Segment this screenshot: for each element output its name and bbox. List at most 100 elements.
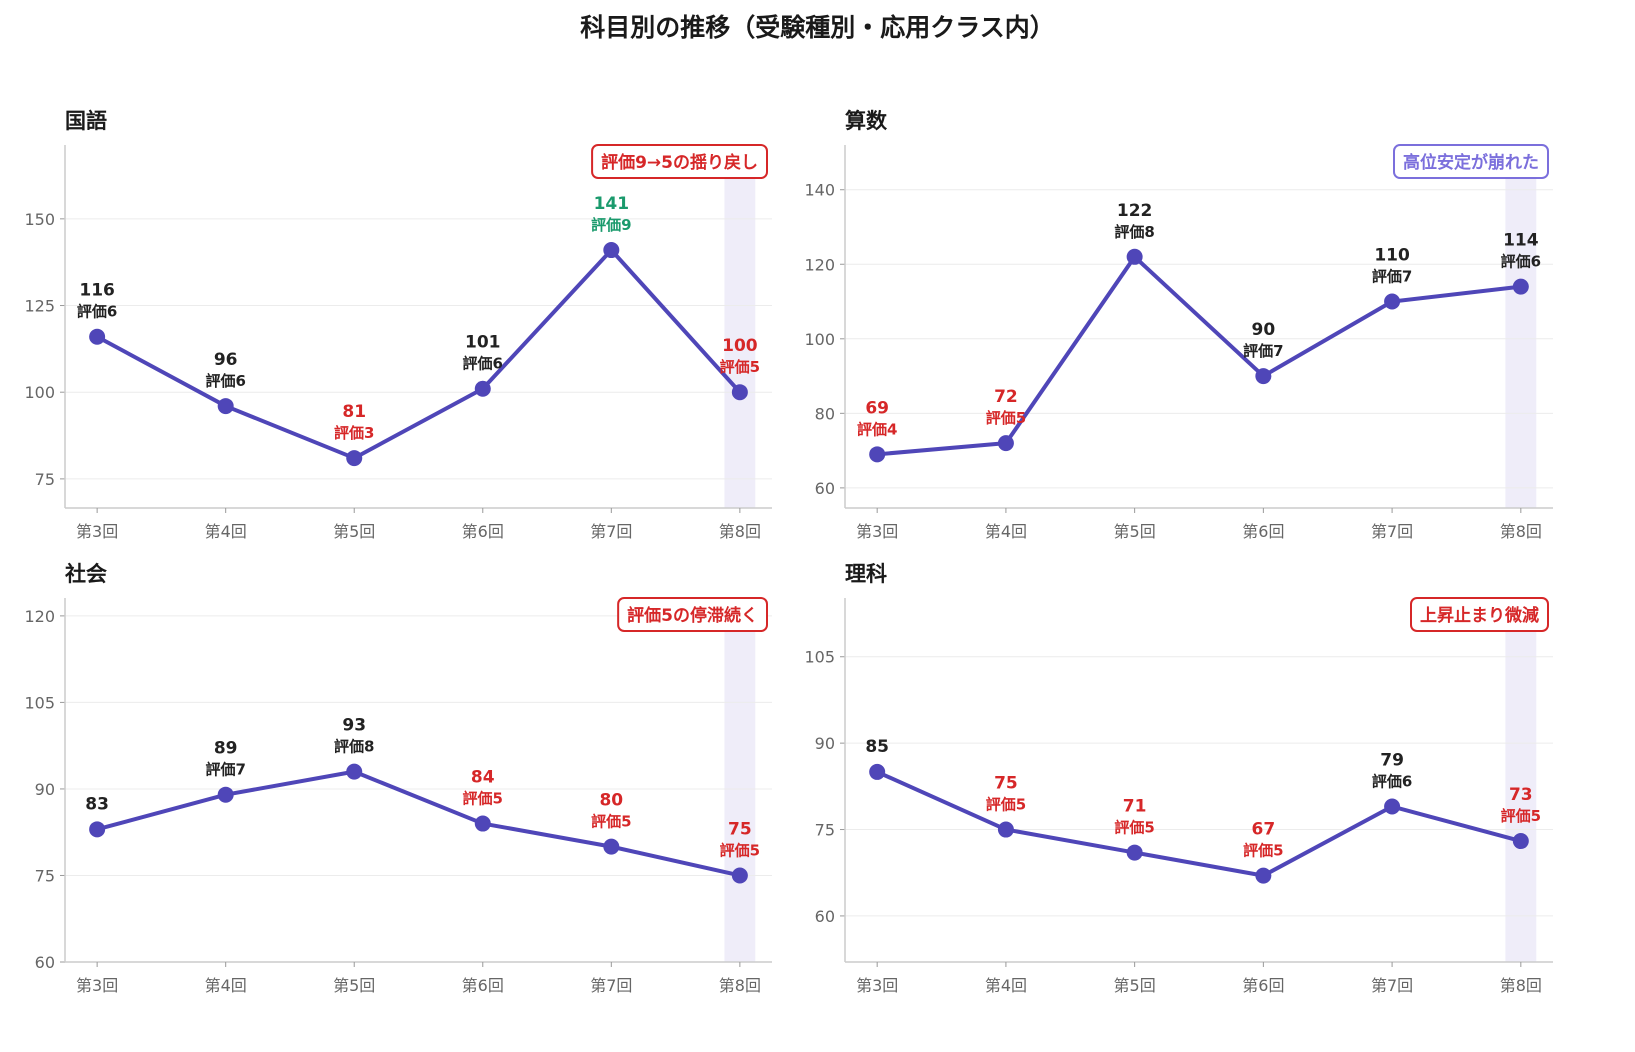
data-point <box>474 815 491 832</box>
y-tick-label: 75 <box>35 470 55 489</box>
data-point <box>217 786 234 803</box>
x-tick-label: 第8回 <box>719 976 761 995</box>
x-tick-label: 第6回 <box>1242 976 1284 995</box>
data-point <box>346 450 363 467</box>
subplot-title: 理科 <box>845 562 887 586</box>
value-label: 100 <box>722 336 758 356</box>
y-tick-label: 75 <box>35 866 55 885</box>
annotation-box <box>1393 144 1549 179</box>
x-tick-label: 第4回 <box>985 976 1027 995</box>
data-point <box>1255 867 1272 884</box>
y-tick-label: 140 <box>804 181 835 200</box>
highlight-band <box>724 175 756 508</box>
rating-label: 評価7 <box>1372 268 1412 286</box>
data-point <box>89 328 106 345</box>
data-point <box>731 867 748 884</box>
data-point <box>217 398 234 415</box>
annotation-text: 高位安定が崩れた <box>1403 152 1539 173</box>
y-tick-label: 90 <box>35 780 55 799</box>
x-tick-label: 第4回 <box>985 522 1027 541</box>
rating-label: 評価3 <box>334 424 374 442</box>
value-label: 79 <box>1380 750 1404 770</box>
rating-label: 評価8 <box>334 738 374 756</box>
value-label: 101 <box>465 333 501 353</box>
value-label: 141 <box>594 194 630 214</box>
rating-label: 評価8 <box>1114 223 1154 241</box>
x-tick-label: 第3回 <box>76 522 118 541</box>
y-tick-label: 60 <box>815 479 835 498</box>
value-label: 83 <box>85 794 109 814</box>
x-tick-label: 第8回 <box>1500 976 1542 995</box>
data-point <box>1512 833 1529 850</box>
x-tick-label: 第5回 <box>1114 522 1156 541</box>
subplot-3: 社会 60 75 90 105 120 第3回 第4回 第5回 第6回 第7回 第8回 83 89 評価7 9… <box>24 562 772 995</box>
rating-label: 評価5 <box>720 841 760 859</box>
value-label: 72 <box>994 387 1018 407</box>
data-point <box>603 242 620 259</box>
data-point <box>1126 248 1143 265</box>
value-label: 81 <box>342 402 366 422</box>
series-line <box>96 769 741 878</box>
rating-label: 評価5 <box>1501 807 1541 825</box>
data-point <box>1384 293 1401 310</box>
annotation-text: 評価9→5の揺り戻し <box>601 152 758 173</box>
x-tick-label: 第3回 <box>856 522 898 541</box>
value-label: 85 <box>865 737 889 757</box>
rating-label: 評価4 <box>857 420 897 438</box>
rating-label: 評価6 <box>463 355 503 373</box>
value-label: 114 <box>1503 231 1539 251</box>
rating-label: 評価5 <box>463 790 503 808</box>
value-label: 110 <box>1374 246 1410 266</box>
value-label: 73 <box>1509 785 1533 805</box>
subplot-title: 算数 <box>845 109 888 133</box>
rating-label: 評価6 <box>77 303 117 321</box>
data-point <box>603 838 620 855</box>
series-line <box>876 770 1522 878</box>
highlight-band <box>1505 628 1537 962</box>
x-tick-label: 第4回 <box>205 976 247 995</box>
annotation-text: 評価5の停滞続く <box>627 605 758 626</box>
annotation-text: 上昇止まり微減 <box>1420 605 1539 626</box>
y-tick-label: 90 <box>815 734 835 753</box>
data-point <box>731 384 748 401</box>
highlight-band <box>724 628 756 962</box>
x-tick-label: 第3回 <box>76 976 118 995</box>
value-label: 116 <box>79 281 115 301</box>
data-point <box>1126 844 1143 861</box>
subplot-title: 社会 <box>64 562 107 586</box>
y-tick-label: 105 <box>804 648 835 667</box>
value-label: 90 <box>1252 320 1276 340</box>
x-tick-label: 第6回 <box>462 522 504 541</box>
value-label: 67 <box>1252 820 1276 840</box>
highlight-band <box>1505 175 1537 508</box>
data-point <box>997 435 1014 452</box>
value-label: 80 <box>599 791 623 811</box>
data-point <box>1384 798 1401 815</box>
x-tick-label: 第3回 <box>856 976 898 995</box>
y-tick-label: 75 <box>815 821 835 840</box>
value-label: 96 <box>214 350 238 370</box>
rating-label: 評価5 <box>986 409 1026 427</box>
y-tick-label: 60 <box>35 953 55 972</box>
annotation-box <box>1410 597 1549 632</box>
value-label: 69 <box>865 398 889 418</box>
data-point <box>869 763 886 780</box>
annotation-box <box>617 597 768 632</box>
x-tick-label: 第5回 <box>1114 976 1156 995</box>
value-label: 122 <box>1117 201 1153 221</box>
x-tick-label: 第7回 <box>590 522 632 541</box>
annotation-box <box>591 144 768 179</box>
y-tick-label: 60 <box>815 907 835 926</box>
x-tick-label: 第7回 <box>590 976 632 995</box>
x-tick-label: 第8回 <box>719 522 761 541</box>
value-label: 71 <box>1123 797 1147 817</box>
rating-label: 評価5 <box>1243 842 1283 860</box>
rating-label: 評価6 <box>205 372 245 390</box>
x-tick-label: 第4回 <box>205 522 247 541</box>
rating-label: 評価6 <box>1372 772 1412 790</box>
data-point <box>1255 368 1272 385</box>
data-point <box>346 763 363 780</box>
y-tick-label: 150 <box>24 210 55 229</box>
figure-title: 科目別の推移（受験種別・応用クラス内） <box>580 13 1055 42</box>
rating-label: 評価7 <box>205 761 245 779</box>
